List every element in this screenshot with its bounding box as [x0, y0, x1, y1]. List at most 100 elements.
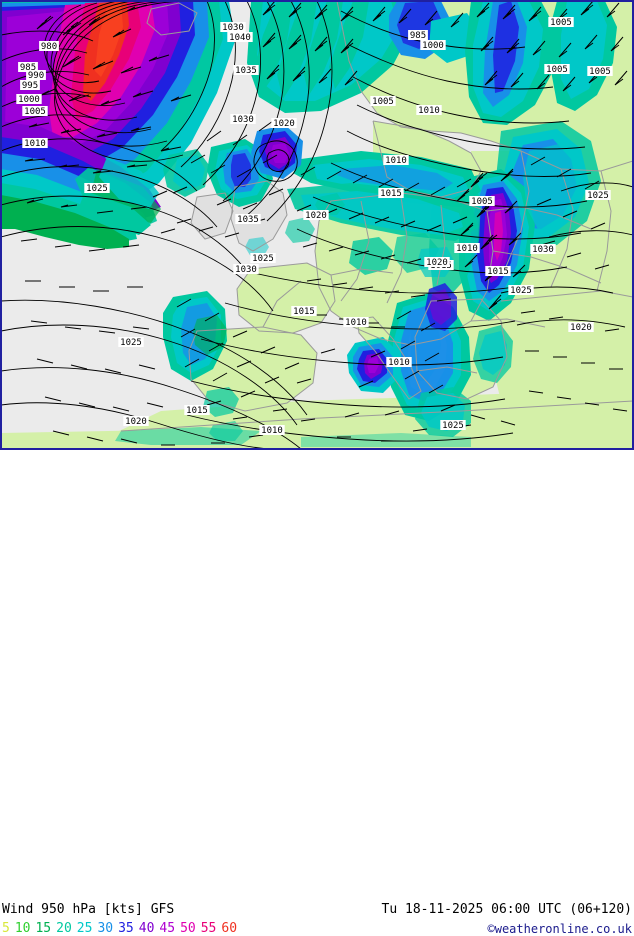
legend-tick-15[interactable]: 15 — [35, 921, 52, 936]
isobar-label-box — [416, 105, 442, 115]
isobar-label-box — [271, 118, 297, 128]
isobar-label: 1025 — [86, 184, 108, 194]
isobar-label: 1005 — [24, 107, 46, 117]
wind-map-canvas[interactable]: 980 985 990 995 1000 1005 1010 1025 1025 1025 1020… — [0, 0, 634, 450]
isobar-label: 1005 — [471, 197, 493, 207]
isobar-label-box — [508, 285, 534, 295]
isobar-label: 1020 — [305, 211, 327, 221]
legend-tick-40[interactable]: 40 — [138, 921, 155, 936]
isobar-label-box — [184, 405, 210, 415]
isobar-label: 1035 — [237, 215, 259, 225]
isobar-label-box — [118, 337, 144, 347]
isobar-label: 1010 — [345, 318, 367, 328]
isobar-label: 1025 — [120, 338, 142, 348]
isobar-label: 1025 — [510, 286, 532, 296]
isobar-label: 1030 — [232, 115, 254, 125]
isobar-label: 1030 — [235, 265, 257, 275]
isobar-label: 1010 — [261, 426, 283, 436]
isobar-label: 1005 — [546, 65, 568, 75]
isobar-label-box — [386, 357, 412, 367]
isobar-label: 1020 — [273, 119, 295, 129]
valid-time-label: Tu 18-11-2025 06:00 UTC (06+120) — [381, 902, 632, 917]
isobar-label: 1030 — [532, 245, 554, 255]
isobar-label: 1015 — [293, 307, 315, 317]
isobar-label: 1020 — [426, 258, 448, 268]
isobar-label: 1005 — [589, 67, 611, 77]
isobar-label: 1010 — [456, 244, 478, 254]
isobar-label-box — [22, 138, 48, 148]
isobar-label-box — [585, 190, 611, 200]
isobar-label: 1020 — [570, 323, 592, 333]
legend-tick-60[interactable]: 60 — [221, 921, 238, 936]
isobar-label-box — [383, 155, 409, 165]
isobar-label-box — [378, 188, 404, 198]
isobar-label-box — [250, 253, 276, 263]
map-border — [1, 1, 633, 449]
isobar-label: 1025 — [587, 191, 609, 201]
isobar-label-box — [544, 64, 570, 74]
isobar-label: 1040 — [229, 33, 251, 43]
isobar-label-box — [233, 264, 259, 274]
isobar-label-box — [420, 40, 446, 50]
wind-barb-layer — [20, 1, 628, 446]
isobar-label: 1010 — [418, 106, 440, 116]
copyright-label[interactable]: ©weatheronline.co.uk — [487, 922, 633, 936]
legend-tick-55[interactable]: 55 — [200, 921, 217, 936]
isobar-label-box — [568, 322, 594, 332]
isobar-label-box — [408, 30, 428, 40]
isobar-label: 985 — [410, 31, 426, 41]
isobar-label: 1025 — [442, 421, 464, 431]
isobar-label-layer: 9809859909951000100510101025102510251020… — [16, 17, 613, 436]
isobar-label-box — [259, 425, 285, 435]
chart-title: Wind 950 hPa [kts] GFS — [2, 902, 175, 917]
legend-tick-45[interactable]: 45 — [159, 921, 176, 936]
isobar-label: 1015 — [487, 267, 509, 277]
isobar-label-box — [548, 17, 574, 27]
chart-footer: Wind 950 hPa [kts] GFS Tu 18-11-2025 06:… — [0, 450, 634, 936]
isobar-label-box — [84, 183, 110, 193]
isobar-label-box — [26, 70, 46, 80]
isobar-label-box — [440, 420, 466, 430]
isobar-label: 1005 — [372, 97, 394, 107]
isobar-label-box — [123, 416, 149, 426]
isobar-label-box — [303, 210, 329, 220]
isobar-label: 995 — [22, 81, 38, 91]
legend-tick-50[interactable]: 50 — [180, 921, 196, 936]
isobar-label-box — [230, 114, 256, 124]
isobar-label: 1015 — [380, 189, 402, 199]
isobar-label-box — [291, 306, 317, 316]
isobar-label-box — [227, 32, 253, 42]
isobar-label: 1000 — [422, 41, 444, 51]
isobar-label-box — [469, 196, 495, 206]
wind-speed-legend[interactable]: 5 10 15 20 25 30 35 40 45 50 55 60 — [2, 921, 242, 936]
legend-tick-20[interactable]: 20 — [56, 921, 72, 936]
isobar-label-box — [20, 80, 40, 90]
isobar-label-box — [485, 266, 511, 276]
isobar-label: 1025 — [252, 254, 274, 264]
isobar-label-box — [22, 106, 48, 116]
isobar-label-box — [454, 243, 480, 253]
isobar-label-box — [530, 244, 556, 254]
isobar-label: 1010 — [385, 156, 407, 166]
legend-tick-30[interactable]: 30 — [97, 921, 114, 936]
isobar-label-box — [343, 317, 369, 327]
isobar-layer — [1, 1, 633, 449]
legend-tick-5[interactable]: 5 — [2, 921, 10, 936]
isobar-label: 1015 — [186, 406, 208, 416]
isobar-label: 1020 — [125, 417, 147, 427]
isobar-label-box — [233, 65, 259, 75]
legend-tick-10[interactable]: 10 — [14, 921, 31, 936]
isobar-label-box — [235, 214, 261, 224]
isobar-label-box — [370, 96, 396, 106]
isobar-label: 985 — [20, 63, 36, 73]
isobar-label: 1010 — [388, 358, 410, 368]
legend-tick-25[interactable]: 25 — [76, 921, 93, 936]
isobar-label-box — [18, 62, 38, 72]
legend-tick-35[interactable]: 35 — [118, 921, 134, 936]
isobar-label: 980 — [41, 42, 57, 52]
isobar-label: 1035 — [235, 66, 257, 76]
isobar-label: 1010 — [24, 139, 46, 149]
isobar-label: 1030 — [222, 23, 244, 33]
isobar-label-box — [424, 257, 450, 267]
